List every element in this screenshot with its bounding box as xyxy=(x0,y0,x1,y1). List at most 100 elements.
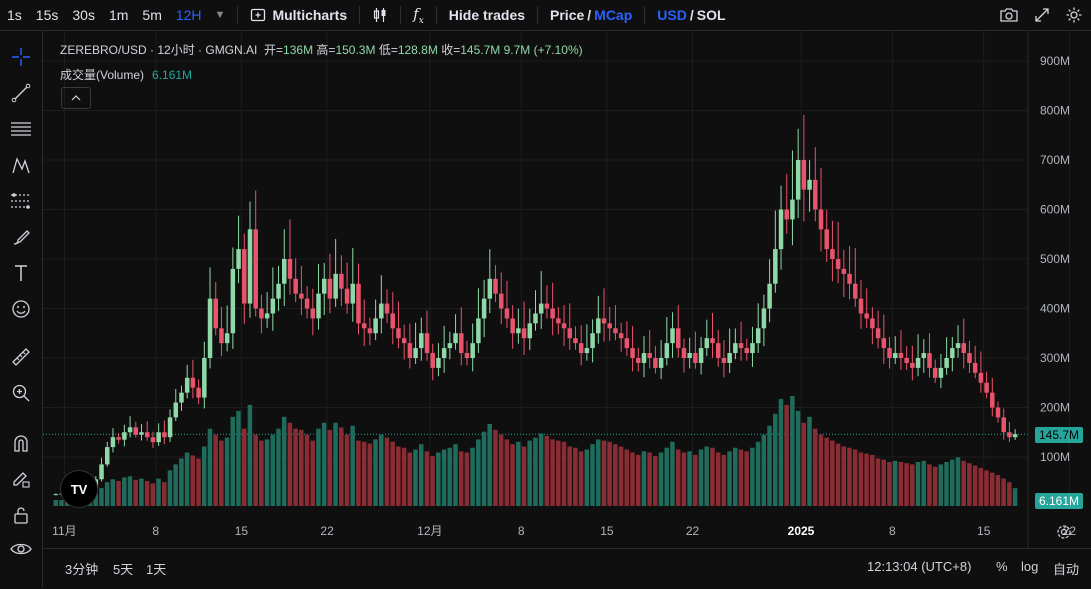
candle-body xyxy=(219,328,224,344)
trend-line-icon[interactable] xyxy=(8,80,34,106)
volume-bar xyxy=(818,434,824,506)
candle-body xyxy=(384,303,390,314)
currency-toggle[interactable]: USD / SOL xyxy=(651,7,731,23)
volume-bar xyxy=(1007,482,1012,506)
interval-5m[interactable]: 5m xyxy=(142,7,162,23)
eye-icon[interactable] xyxy=(8,536,34,562)
auto-scale-toggle[interactable]: 自动 xyxy=(1053,562,1080,577)
candle-body xyxy=(841,268,847,274)
multicharts-button[interactable]: Multicharts xyxy=(244,7,353,23)
price-mcap-toggle[interactable]: Price / MCap xyxy=(544,7,638,23)
pattern-tool-icon[interactable] xyxy=(8,152,34,178)
candle-body xyxy=(167,417,173,438)
emoji-icon[interactable] xyxy=(8,296,34,322)
candle-body xyxy=(436,358,441,368)
divider xyxy=(237,6,239,24)
volume-bar xyxy=(641,451,647,506)
candle-body xyxy=(390,313,396,329)
ruler-icon[interactable] xyxy=(8,344,34,370)
candle-body xyxy=(373,318,378,334)
candle-body xyxy=(190,377,196,388)
range-1d[interactable]: 1天 xyxy=(146,562,167,577)
volume-bar xyxy=(133,479,138,506)
volume-bar xyxy=(635,454,641,506)
candle-body xyxy=(892,353,898,358)
price-option[interactable]: Price xyxy=(550,7,585,23)
candle-body xyxy=(230,268,236,334)
candle-body xyxy=(733,343,738,354)
candle-body xyxy=(967,353,972,363)
x-tick-label: 22 xyxy=(1063,524,1077,538)
range-5d[interactable]: 5天 xyxy=(113,562,134,577)
volume-bar xyxy=(521,446,527,506)
candle-body xyxy=(139,432,144,435)
camera-icon[interactable] xyxy=(999,6,1019,24)
candle-body xyxy=(596,318,601,334)
interval-1s[interactable]: 1s xyxy=(7,7,22,23)
clock-timezone[interactable]: 12:13:04 (UTC+8) xyxy=(867,559,972,574)
volume-bar xyxy=(995,475,1001,506)
candle-body xyxy=(795,160,801,200)
candle-body xyxy=(744,348,750,354)
volume-bar xyxy=(978,467,984,506)
volume-bar xyxy=(904,463,909,506)
chevron-down-icon[interactable]: ▼ xyxy=(214,9,226,21)
fib-retracement-icon[interactable] xyxy=(8,188,34,214)
candle-body xyxy=(259,308,264,319)
volume-bar xyxy=(527,440,532,506)
volume-bar xyxy=(441,449,447,506)
collapse-legend-button[interactable] xyxy=(61,87,91,109)
candle-body xyxy=(864,313,869,319)
candle-body xyxy=(247,229,253,304)
candle-body xyxy=(761,308,767,329)
volume-bar xyxy=(670,441,675,506)
mcap-option[interactable]: MCap xyxy=(594,7,633,23)
sol-option[interactable]: SOL xyxy=(696,7,726,23)
volume-bar xyxy=(127,476,133,506)
volume-bar xyxy=(801,422,807,506)
brush-icon[interactable] xyxy=(8,224,34,250)
usd-option[interactable]: USD xyxy=(657,7,687,23)
interval-30s[interactable]: 30s xyxy=(72,7,95,23)
interval-1m[interactable]: 1m xyxy=(108,7,129,23)
tradingview-logo[interactable]: TV xyxy=(60,470,98,508)
candle-body xyxy=(904,358,909,363)
log-toggle[interactable]: log xyxy=(1021,559,1039,574)
volume-bar xyxy=(339,427,344,506)
interval-12h[interactable]: 12H xyxy=(175,7,202,23)
volume-bar xyxy=(161,482,167,506)
lock-pencil-icon[interactable] xyxy=(8,466,34,492)
text-tool-icon[interactable] xyxy=(8,260,34,286)
zoom-in-icon[interactable] xyxy=(8,380,34,406)
candle-body xyxy=(784,209,789,220)
chart-settings-icon[interactable] xyxy=(1056,524,1072,540)
indicators-fx-icon[interactable]: fx xyxy=(413,4,424,26)
candle-style-icon[interactable] xyxy=(366,7,394,23)
horizontal-lines-icon[interactable] xyxy=(8,116,34,142)
lock-icon[interactable] xyxy=(8,502,34,528)
y-tick-label: 400M xyxy=(1040,302,1070,316)
volume-bar xyxy=(53,500,59,506)
crosshair-icon[interactable] xyxy=(8,44,34,70)
candlestick-chart[interactable]: 100M 200M 300M 400M 500M 600M 700M 800M 900M 11月… xyxy=(43,31,1091,548)
volume-bar xyxy=(864,453,869,506)
y-tick-label: 500M xyxy=(1040,252,1070,266)
x-tick-label: 22 xyxy=(686,524,700,538)
volume-bar xyxy=(367,443,373,506)
candle-body xyxy=(853,283,858,299)
symbol-title[interactable]: ZEREBRO/USD · 12小时 · GMGN.AI xyxy=(60,43,258,57)
fullscreen-icon[interactable] xyxy=(1033,6,1051,24)
candle-body xyxy=(110,437,116,448)
settings-gear-icon[interactable] xyxy=(1065,6,1083,24)
volume-bar xyxy=(247,404,253,506)
candle-body xyxy=(687,353,692,358)
candle-body xyxy=(327,278,333,299)
volume-bar xyxy=(761,434,767,506)
interval-15s[interactable]: 15s xyxy=(35,7,59,23)
range-3min[interactable]: 3分钟 xyxy=(65,562,99,577)
volume-bar xyxy=(196,458,201,506)
magnet-icon[interactable] xyxy=(8,430,34,456)
change-value: 9.7M (+7.10%) xyxy=(503,43,583,57)
hide-trades-button[interactable]: Hide trades xyxy=(448,7,526,23)
percent-toggle[interactable]: % xyxy=(996,559,1008,574)
